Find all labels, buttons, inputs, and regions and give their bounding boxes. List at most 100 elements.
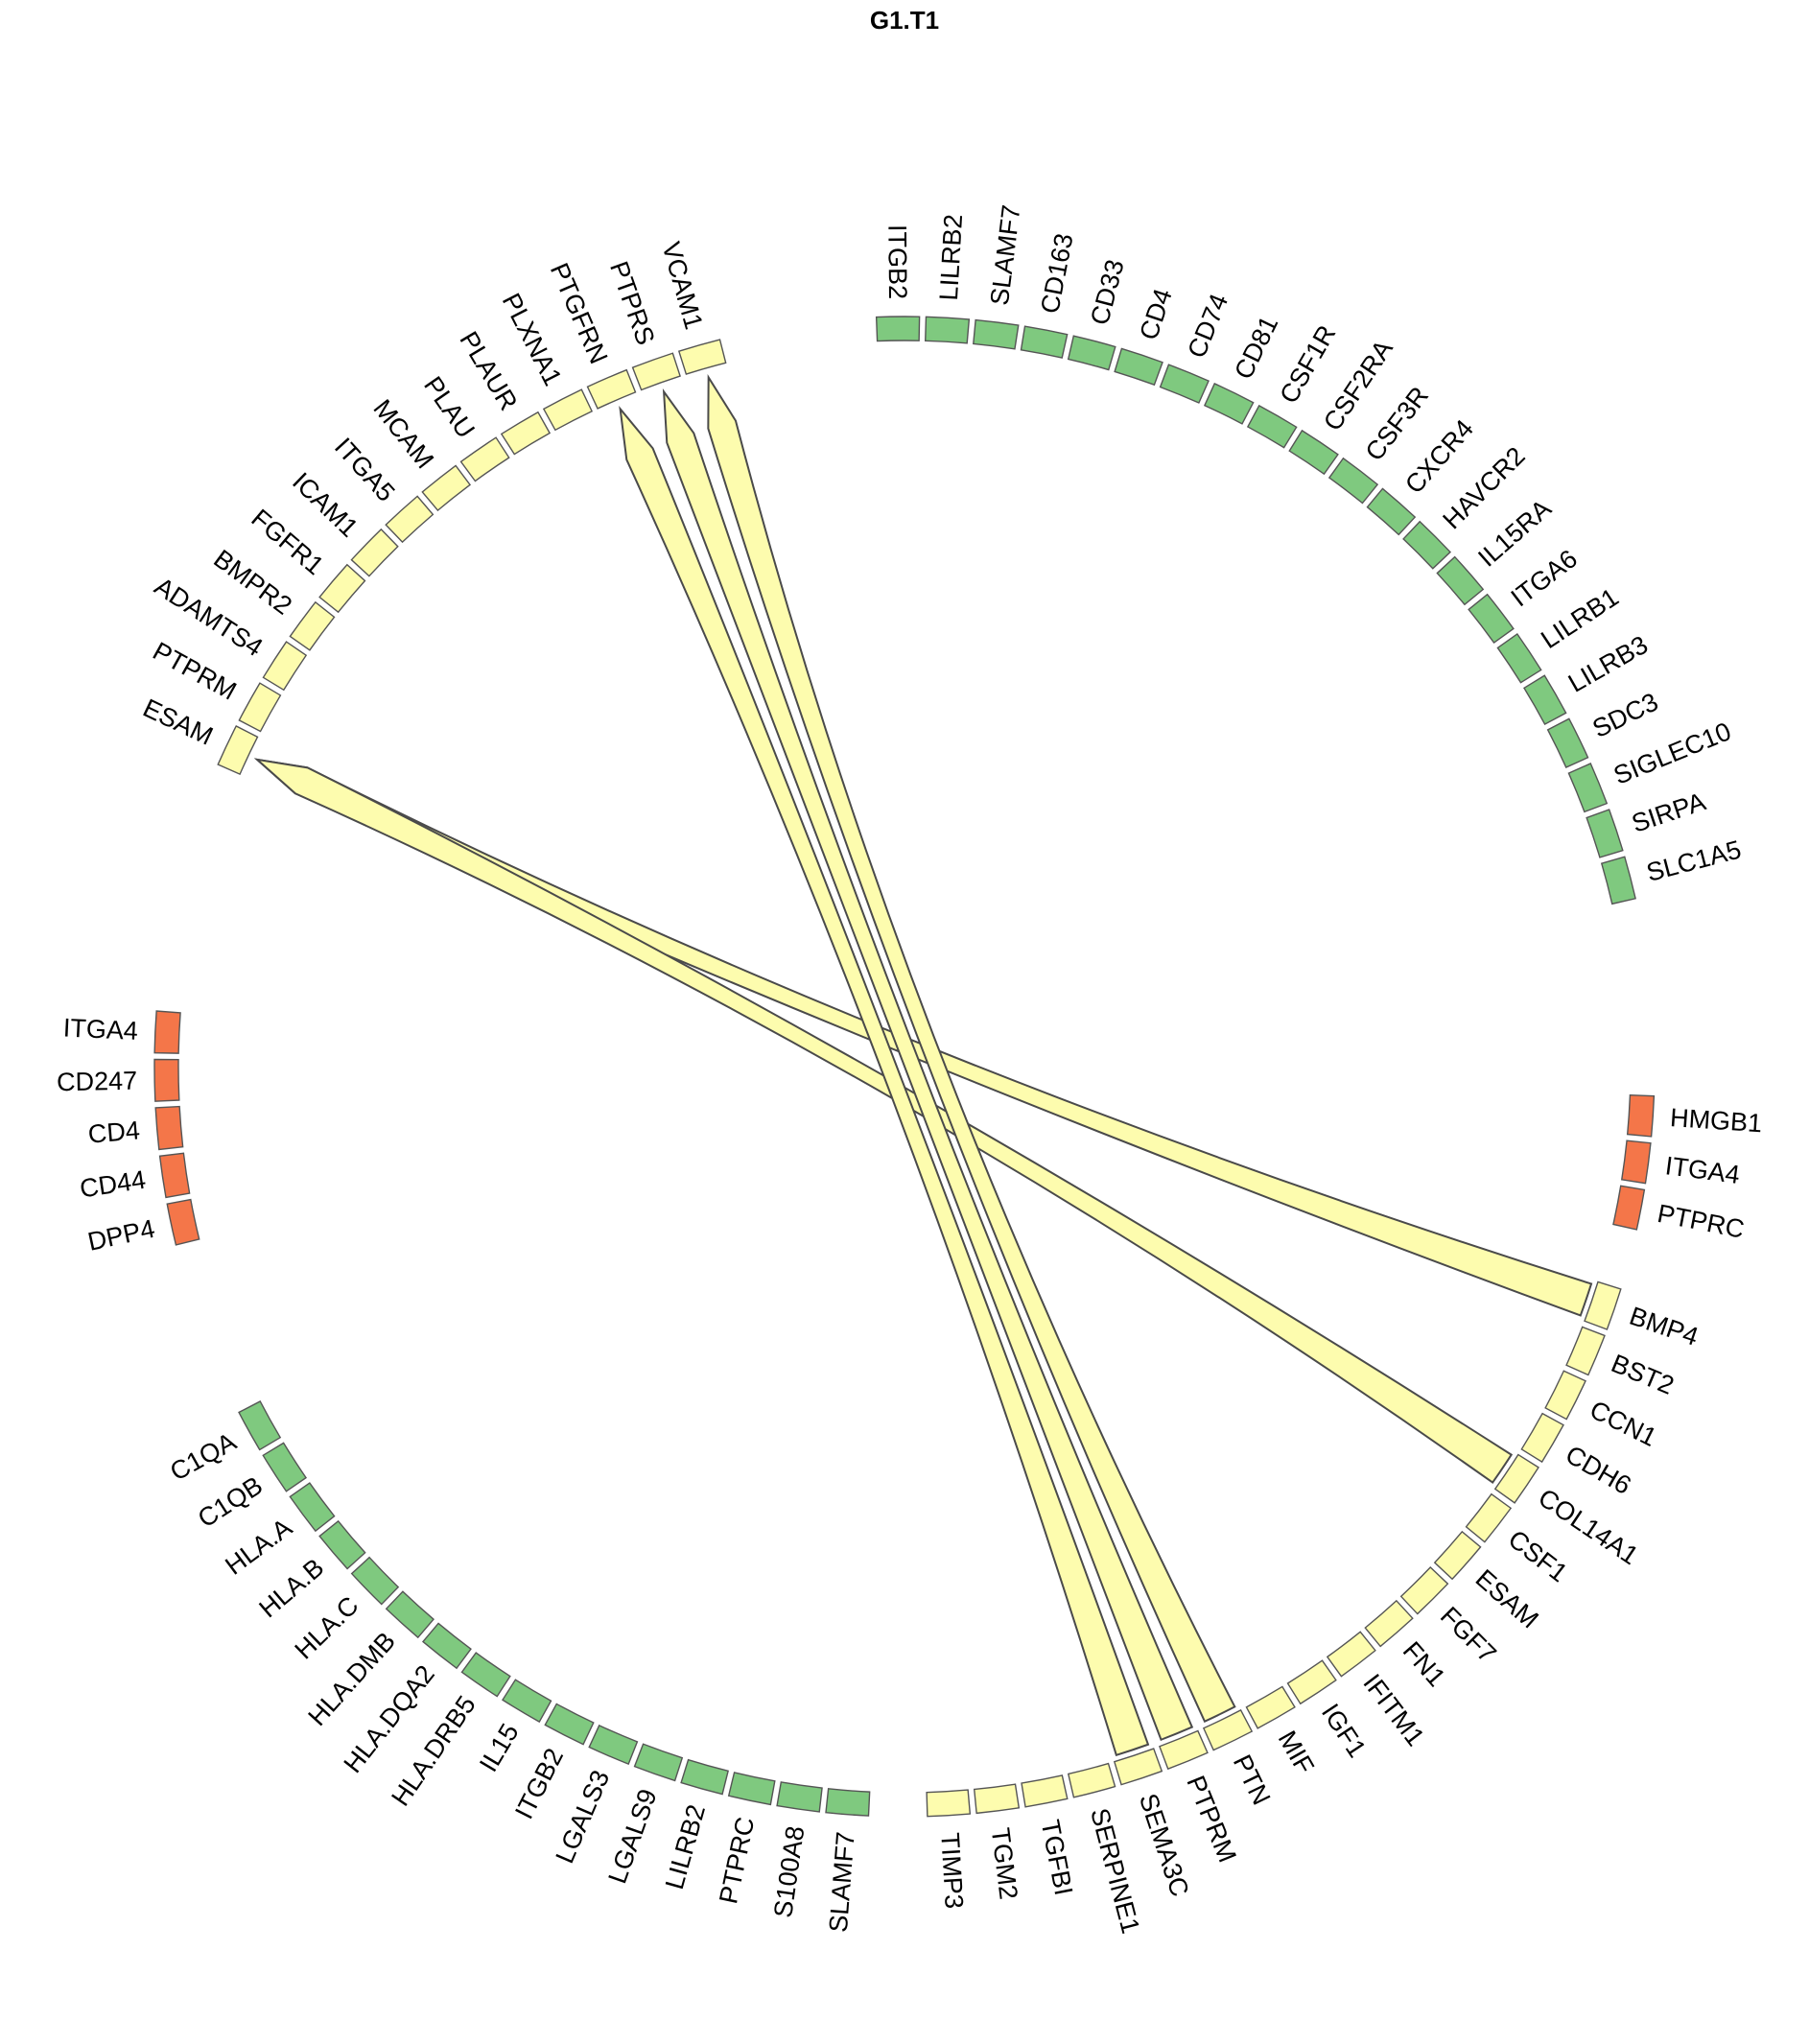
sector-yellow-top-plaur — [500, 411, 552, 456]
sector-green-bottom-ptprc — [727, 1772, 776, 1806]
sector-green-bottom-s100a8 — [776, 1781, 823, 1813]
sector-yellow-bottom-bst2 — [1565, 1326, 1606, 1376]
sector-yellow-bottom-fgf7 — [1399, 1565, 1449, 1615]
segments-layer — [153, 316, 1656, 1818]
sector-green-top-csf1r — [1246, 404, 1298, 449]
label-green-top-itgb2: ITGB2 — [882, 224, 912, 299]
label-yellow-bottom-ptn: PTN — [1228, 1750, 1277, 1810]
sector-orange-left-cd247 — [153, 1058, 180, 1102]
label-yellow-bottom-fgf7: FGF7 — [1435, 1601, 1502, 1668]
label-green-top-cd163: CD163 — [1035, 231, 1078, 316]
sector-orange-left-cd44 — [158, 1152, 191, 1199]
sector-orange-right-ptprc — [1612, 1185, 1646, 1231]
label-green-bottom-ptprc: PTPRC — [714, 1815, 760, 1907]
sector-green-bottom-hla-a — [289, 1482, 336, 1533]
sector-yellow-bottom-tgfbi — [1021, 1774, 1069, 1808]
label-yellow-bottom-timp3: TIMP3 — [935, 1832, 969, 1910]
label-yellow-bottom-fn1: FN1 — [1398, 1636, 1451, 1692]
label-yellow-bottom-csf1: CSF1 — [1503, 1524, 1573, 1587]
link-sema3c-to-ptgfrn — [619, 406, 1150, 1757]
link-ptprm-to-ptprs — [662, 388, 1194, 1742]
sector-yellow-bottom-ptprm — [1159, 1729, 1209, 1771]
label-green-top-slamf7: SLAMF7 — [985, 203, 1026, 307]
sector-orange-right-itga4 — [1620, 1139, 1652, 1185]
link-col14a1-to-esam — [253, 758, 1514, 1485]
label-yellow-bottom-igf1: IGF1 — [1316, 1699, 1372, 1763]
label-orange-right-ptprc: PTPRC — [1655, 1199, 1747, 1244]
label-yellow-bottom-bst2: BST2 — [1608, 1349, 1679, 1400]
sector-yellow-top-plxna1 — [542, 388, 594, 432]
sector-green-top-havcr2 — [1402, 520, 1451, 570]
label-yellow-top-vcam1: VCAM1 — [656, 239, 708, 333]
label-green-bottom-slamf7: SLAMF7 — [824, 1831, 860, 1934]
sector-yellow-bottom-serpine1 — [1067, 1762, 1116, 1798]
sector-green-top-il15ra — [1436, 555, 1485, 606]
label-green-bottom-c1qa: C1QA — [165, 1427, 241, 1487]
sector-yellow-top-ptgfrn — [586, 368, 637, 410]
sector-green-bottom-lgals9 — [633, 1743, 684, 1782]
sector-yellow-top-esam — [217, 725, 259, 776]
sector-green-top-sdc3 — [1546, 717, 1589, 768]
label-orange-right-hmgb1: HMGB1 — [1669, 1103, 1763, 1138]
sector-green-bottom-hla-c — [350, 1556, 400, 1606]
label-green-bottom-s100a8: S100A8 — [768, 1824, 810, 1919]
sector-orange-left-dpp4 — [166, 1198, 200, 1246]
label-green-bottom-il15: IL15 — [474, 1719, 525, 1777]
label-green-top-itga6: ITGA6 — [1506, 544, 1583, 612]
sector-yellow-top-itga5 — [385, 495, 435, 544]
label-yellow-bottom-esam: ESAM — [1470, 1563, 1544, 1633]
label-yellow-top-plau: PLAU — [418, 371, 481, 443]
sector-green-bottom-slamf7 — [825, 1788, 871, 1817]
sector-yellow-bottom-col14a1 — [1493, 1453, 1539, 1504]
sector-orange-right-hmgb1 — [1626, 1093, 1656, 1138]
sector-green-bottom-lgals3 — [588, 1724, 639, 1766]
sector-green-top-lilrb2 — [925, 316, 971, 344]
sector-yellow-bottom-ptn — [1202, 1708, 1254, 1751]
sector-green-bottom-c1qa — [238, 1400, 282, 1451]
sector-orange-left-itga4 — [153, 1010, 181, 1054]
sector-yellow-bottom-bmp4 — [1584, 1280, 1622, 1330]
sector-yellow-top-ptprm — [238, 682, 282, 733]
label-yellow-bottom-bmp4: BMP4 — [1626, 1302, 1702, 1351]
sector-green-top-sirpa — [1586, 809, 1624, 858]
label-orange-left-itga4: ITGA4 — [62, 1013, 138, 1045]
label-green-bottom-hla-a: HLA.A — [220, 1513, 297, 1581]
sector-yellow-top-plau — [459, 436, 510, 482]
label-green-top-sdc3: SDC3 — [1588, 687, 1663, 743]
label-yellow-bottom-ccn1: CCN1 — [1586, 1395, 1661, 1452]
label-green-top-slc1a5: SLC1A5 — [1643, 835, 1744, 887]
label-yellow-top-ptprs: PTPRS — [604, 258, 660, 349]
sector-green-top-cd81 — [1203, 383, 1255, 425]
label-yellow-bottom-ptprm: PTPRM — [1181, 1772, 1241, 1867]
sector-yellow-bottom-csf1 — [1465, 1492, 1513, 1543]
sector-green-bottom-hla-drb5 — [460, 1652, 511, 1698]
label-green-top-sirpa: SIRPA — [1628, 787, 1708, 837]
label-yellow-top-itga5: ITGA5 — [329, 433, 401, 507]
sector-yellow-bottom-igf1 — [1286, 1659, 1337, 1705]
label-orange-left-dpp4: DPP4 — [85, 1214, 157, 1257]
sector-yellow-top-adamts4 — [262, 641, 308, 692]
sector-yellow-bottom-ifitm1 — [1326, 1631, 1376, 1678]
sector-yellow-bottom-ccn1 — [1544, 1370, 1586, 1421]
sector-green-bottom-hla-dmb — [385, 1590, 435, 1639]
sector-green-top-slc1a5 — [1600, 856, 1636, 905]
label-yellow-bottom-mif: MIF — [1273, 1726, 1320, 1778]
sector-green-bottom-itgb2 — [544, 1703, 595, 1746]
label-orange-left-cd44: CD44 — [78, 1165, 148, 1204]
chart-title: G1.T1 — [870, 6, 939, 35]
sector-green-top-cd163 — [1020, 325, 1069, 359]
label-green-bottom-c1qb: C1QB — [193, 1470, 268, 1533]
label-yellow-bottom-ifitm1: IFITM1 — [1357, 1669, 1430, 1751]
label-yellow-bottom-tgfbi: TGFBI — [1036, 1818, 1079, 1898]
label-yellow-bottom-serpine1: SERPINE1 — [1085, 1805, 1145, 1937]
sector-orange-left-cd4 — [154, 1105, 184, 1151]
sector-yellow-bottom-esam — [1433, 1530, 1482, 1581]
sector-green-bottom-lilrb2 — [680, 1758, 729, 1796]
sector-yellow-top-ptprs — [631, 352, 681, 391]
sector-yellow-bottom-timp3 — [926, 1789, 972, 1818]
label-green-top-cd74: CD74 — [1182, 290, 1233, 362]
sector-green-top-itgb2 — [875, 316, 921, 342]
label-yellow-bottom-sema3c: SEMA3C — [1134, 1790, 1195, 1900]
sector-green-top-siglec10 — [1567, 763, 1609, 813]
